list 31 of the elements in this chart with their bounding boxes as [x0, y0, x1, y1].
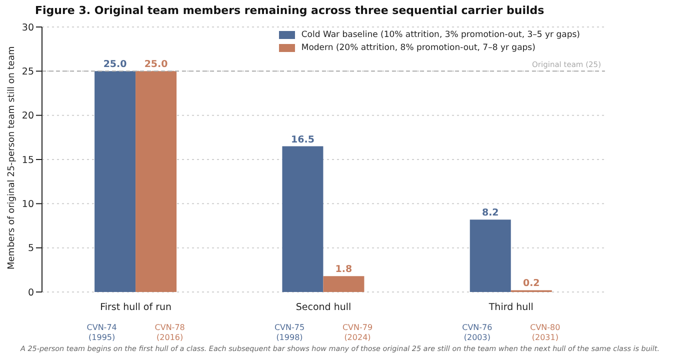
text: CVN-78 (2016) [154, 323, 185, 342]
bar [323, 276, 364, 292]
text: CVN-80 (2031) [530, 323, 560, 342]
y-tick-label: 20 [22, 110, 34, 122]
data-label: 25.0 [103, 59, 128, 70]
y-tick-label: 10 [22, 199, 34, 210]
x-tick-label: Second hull [296, 302, 352, 313]
data-label: 0.2 [522, 278, 540, 290]
data-label: 1.8 [335, 264, 353, 276]
legend-label: Modern (20% attrition, 8% promotion-out, 7–8 yr gaps) [301, 43, 536, 53]
bar [282, 146, 324, 292]
bar [94, 71, 136, 292]
text: CVN-74 (1995) [86, 323, 117, 342]
data-label: 25.0 [144, 59, 168, 70]
y-tick-label: 0 [28, 287, 34, 298]
x-tick-label: First hull of run [100, 302, 172, 313]
bar [470, 220, 511, 292]
y-axis-title: Members of original 25-person team still on team [7, 46, 18, 270]
y-tick-label: 25 [22, 66, 34, 78]
y-tick-label: 30 [22, 22, 34, 34]
data-label: 8.2 [482, 208, 499, 219]
legend-label: Cold War baseline (10% attrition, 3% promotion-out, 3–5 yr gaps) [301, 30, 580, 40]
chart-title: Figure 3. Original team members remaining across three sequential carrier builds [35, 4, 544, 17]
x-tick-label: Third hull [488, 302, 534, 313]
text: CVN-75 (1998) [274, 323, 305, 342]
bar [136, 71, 177, 292]
data-label: 16.5 [290, 134, 314, 146]
y-tick-label: 5 [28, 243, 34, 254]
text: CVN-79 (2024) [342, 323, 373, 342]
y-tick-label: 15 [22, 154, 34, 166]
text: CVN-76 (2003) [462, 323, 492, 342]
